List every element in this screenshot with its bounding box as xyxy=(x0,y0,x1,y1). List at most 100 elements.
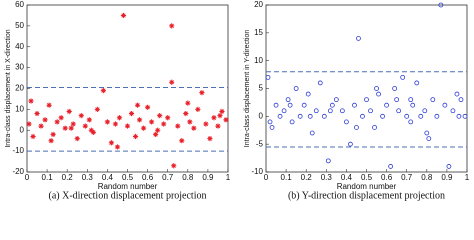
point xyxy=(86,117,92,123)
point xyxy=(70,121,76,127)
point xyxy=(430,97,436,103)
point xyxy=(30,133,36,140)
y-axis-label: Intra-class displacement in Y-direction xyxy=(244,30,251,148)
point xyxy=(354,125,359,130)
point xyxy=(112,121,119,127)
x-tick-label: 0.2 xyxy=(62,173,74,182)
y-tick-label: 10 xyxy=(15,104,24,113)
x-tick-label: 1 xyxy=(465,173,470,182)
point xyxy=(179,138,185,144)
point xyxy=(185,100,191,106)
point xyxy=(327,108,333,114)
x-tick-label: 0 xyxy=(264,173,269,182)
point xyxy=(273,102,279,108)
y-tick-label: 40 xyxy=(15,42,24,51)
point xyxy=(418,113,424,119)
point xyxy=(376,91,381,97)
caption: (a) X-direction displacement projection xyxy=(49,190,207,201)
y-tick-label: 15 xyxy=(254,28,263,37)
point xyxy=(169,23,175,29)
x-tick-label: 0.1 xyxy=(42,173,54,182)
plot-frame xyxy=(26,4,229,173)
y-axis-label: Intra-class displacement in X-direction xyxy=(5,29,12,147)
x-tick-label: 0.9 xyxy=(441,173,453,182)
point xyxy=(66,108,72,115)
point xyxy=(396,108,402,114)
x-tick-label: 0.5 xyxy=(361,173,373,182)
y-tick-label: 20 xyxy=(15,84,24,93)
point xyxy=(54,119,60,125)
point xyxy=(132,133,139,140)
point xyxy=(128,110,135,117)
y-tick-label: -10 xyxy=(251,167,263,176)
point xyxy=(149,119,155,125)
x-tick-label: 0.3 xyxy=(321,173,333,182)
y-tick-label: 5 xyxy=(259,84,264,93)
point xyxy=(48,138,54,144)
point xyxy=(175,123,181,129)
point xyxy=(450,108,456,114)
point xyxy=(309,130,315,136)
point xyxy=(74,136,80,142)
point xyxy=(343,119,349,125)
point xyxy=(293,86,299,91)
y-tick-label: 20 xyxy=(254,0,263,9)
y-tick-label: -10 xyxy=(12,146,24,155)
point xyxy=(219,108,225,115)
point xyxy=(104,119,110,125)
point xyxy=(321,113,327,119)
point xyxy=(203,121,209,127)
x-tick-label: 0.5 xyxy=(122,173,134,182)
point xyxy=(422,108,428,114)
point xyxy=(124,123,131,129)
x-tick-label: 0.1 xyxy=(281,173,293,182)
point xyxy=(215,123,221,129)
point xyxy=(68,125,74,131)
x-tick-label: 0.7 xyxy=(401,173,413,182)
point xyxy=(442,102,448,108)
point xyxy=(454,91,460,97)
point xyxy=(333,97,339,103)
point xyxy=(374,86,379,91)
point xyxy=(145,104,151,110)
point xyxy=(207,136,213,142)
point xyxy=(161,121,167,127)
point xyxy=(82,123,88,129)
point xyxy=(94,106,100,112)
point xyxy=(410,102,416,108)
y-tick-label: 0 xyxy=(20,125,25,134)
point xyxy=(157,113,163,119)
point xyxy=(114,144,121,150)
point xyxy=(360,113,365,119)
point xyxy=(199,90,205,96)
point xyxy=(414,80,420,86)
x-tick-label: 0.3 xyxy=(82,173,94,182)
point xyxy=(217,113,223,119)
point xyxy=(211,115,217,121)
y-tick-label: 30 xyxy=(15,63,24,72)
point xyxy=(384,102,390,108)
point xyxy=(339,108,345,114)
point xyxy=(46,102,52,108)
point xyxy=(404,113,410,119)
y-tick-label: 60 xyxy=(15,0,24,9)
point xyxy=(58,115,64,121)
x-tick-label: 0.9 xyxy=(202,173,214,182)
point xyxy=(438,2,444,8)
x-tick-label: 0.4 xyxy=(341,173,353,182)
point xyxy=(140,125,147,131)
point xyxy=(187,119,193,125)
point xyxy=(136,117,143,123)
point xyxy=(191,125,197,131)
point xyxy=(305,91,311,97)
point xyxy=(153,131,159,138)
point xyxy=(285,97,291,103)
point xyxy=(100,87,106,94)
plot-frame xyxy=(265,4,468,173)
point xyxy=(446,164,452,169)
point xyxy=(426,136,432,142)
point xyxy=(408,119,414,125)
point xyxy=(169,79,175,85)
point xyxy=(277,113,283,119)
